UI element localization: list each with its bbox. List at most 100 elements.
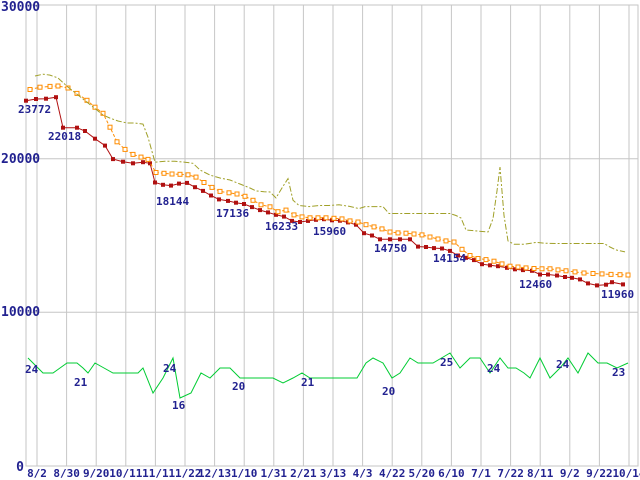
series-orange-price-marker [201,180,207,185]
series-red-price-marker [621,282,625,287]
series-orange-price-marker [65,85,71,91]
count-point-label: 24 [487,362,501,375]
series-orange-price-marker [267,204,273,210]
y-tick-label: 30000 [1,0,41,15]
series-red-price-marker [141,160,145,165]
series-orange-price-marker [443,238,449,244]
series-orange-price-marker [467,253,473,258]
series-red-price-marker [456,253,460,258]
series-orange-price-marker [581,270,587,276]
series-red-price-marker [161,182,165,187]
series-red-price-marker [472,258,476,263]
series-red-price-marker [496,264,500,269]
series-red-price-marker [34,97,38,101]
x-tick-label: 6/10 [438,467,465,480]
series-orange-price-marker [307,215,313,221]
series-orange-price-marker [451,239,457,245]
series-red-price-marker [354,222,358,227]
x-tick-label: 1/10 [230,467,258,480]
series-orange-price-marker [55,83,61,89]
x-tick-label: 9/2 [559,467,580,480]
series-orange-price-marker [315,215,321,221]
x-tick-label: 2/21 [290,467,317,480]
series-orange-price-marker [531,266,537,271]
series-orange-price-marker [608,271,614,277]
series-orange-price-line [29,85,629,276]
series-red-price-marker [153,180,157,185]
series-orange-price-marker [563,268,569,274]
price-point-label: 11960 [601,288,635,301]
series-red-price-marker [148,161,152,166]
series-orange-price-marker [37,84,43,90]
series-orange-price-marker [161,170,167,176]
series-red-price-marker [448,248,452,253]
series-red-price-marker [75,125,79,130]
series-orange-price-marker [523,265,529,271]
count-point-label: 23 [612,366,626,379]
series-orange-price-marker [193,174,199,180]
series-orange-price-marker [138,154,144,160]
series-orange-price-marker [185,172,191,178]
series-red-price-marker [44,96,48,101]
series-orange-price-marker [491,258,497,264]
series-red-price-marker [209,193,213,198]
series-red-price-marker [83,129,87,133]
series-orange-price-marker [169,171,175,177]
x-tick-label: 11/22 [168,467,202,480]
series-orange-price-marker [355,219,361,225]
series-red-price-marker [488,263,492,268]
series-orange-price-marker [363,222,369,228]
series-red-price-marker [388,237,392,242]
x-tick-label: 7/22 [497,467,524,480]
count-point-label: 16 [172,399,186,412]
count-point-label: 20 [232,380,246,393]
series-orange-price-marker [555,267,561,273]
series-red-price-marker [513,267,517,272]
series-red-price-marker [290,218,294,223]
series-red-price-marker [226,198,230,203]
series-orange-price-marker [339,216,345,222]
series-red-price-marker [378,237,382,242]
x-tick-label: 10/11 [109,467,143,480]
y-tick-label: 10000 [1,305,41,320]
series-red-price-marker [217,197,221,202]
series-orange-price-marker [100,110,106,116]
series-orange-price-marker [395,230,401,236]
series-red-price-marker [131,161,135,166]
series-orange-price-marker [27,87,33,92]
x-tick-label: 8/30 [53,467,80,480]
series-red-price-marker [242,202,246,206]
count-point-label: 21 [74,376,88,389]
series-red-price-marker [298,220,302,224]
series-orange-price-marker [435,236,441,242]
price-point-label: 22018 [48,130,82,143]
series-green-count-line [27,352,629,399]
x-tick-label: 8/11 [526,467,554,480]
series-red-price-marker [282,214,286,219]
series-orange-price-marker [283,207,289,213]
x-tick-label: 11/1 [142,467,169,480]
series-red-price-marker [111,157,115,162]
count-point-label: 24 [25,363,39,376]
series-red-price-line [25,96,624,286]
series-olive-price-line [34,73,626,253]
price-point-label: 12460 [519,278,553,291]
series-orange-price-marker [475,256,481,261]
x-tick-label: 7/1 [471,467,491,480]
series-red-price-marker [416,244,420,249]
series-red-price-marker [193,185,197,190]
series-orange-price-marker [371,224,377,230]
series-orange-price-marker [599,271,605,277]
series-orange-price-marker [379,226,385,232]
series-red-price-marker [274,212,278,217]
series-orange-price-marker [242,193,248,199]
series-orange-price-marker [107,124,113,130]
series-red-price-marker [440,246,444,251]
series-red-price-marker [93,136,97,141]
price-point-label: 17136 [216,207,250,220]
series-red-price-marker [432,246,436,251]
series-red-price-marker [266,210,270,215]
series-orange-price-marker [547,266,553,272]
count-point-label: 20 [382,385,396,398]
